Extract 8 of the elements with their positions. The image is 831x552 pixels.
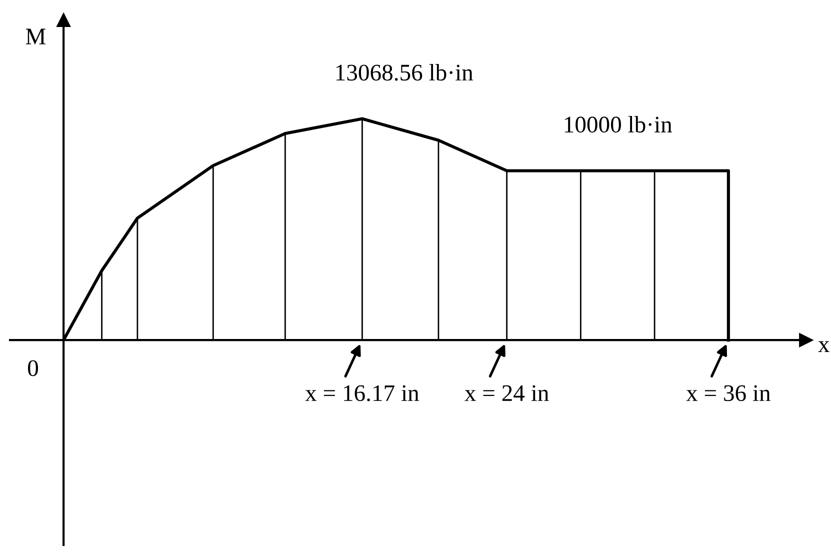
data-label: 13068.56 lb·in bbox=[336, 64, 474, 81]
x-tick-label: x = 16.17 in bbox=[305, 385, 419, 402]
x-axis-title: x bbox=[818, 341, 830, 352]
annotation: 0 bbox=[28, 360, 38, 376]
data-label: 10000 lb·in bbox=[564, 116, 672, 133]
y-axis-title: M bbox=[26, 28, 46, 44]
x-tick-label: x = 24 in bbox=[464, 385, 549, 401]
x-tick-label: x = 36 in bbox=[686, 385, 770, 402]
